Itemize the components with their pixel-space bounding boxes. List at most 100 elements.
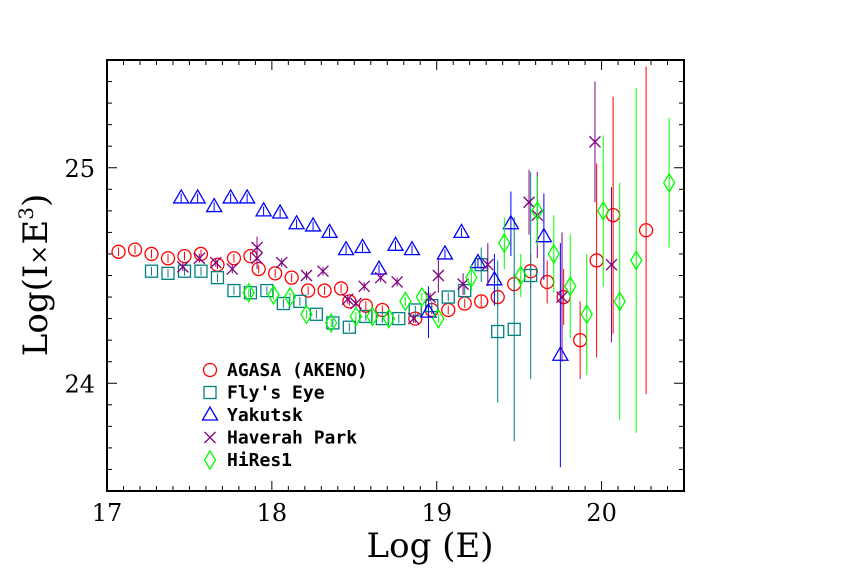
data-point [324, 312, 338, 334]
data-point [662, 172, 676, 194]
data-point [210, 271, 225, 285]
data-point [638, 223, 654, 238]
data-point [382, 308, 396, 329]
data-point [189, 188, 207, 204]
data-point [242, 282, 256, 303]
series-circle [111, 66, 654, 395]
data-point [349, 297, 362, 310]
tick-labels: 17 18 19 20 24 25 [64, 155, 616, 527]
legend-marker [201, 405, 219, 421]
data-point [276, 296, 291, 311]
data-point [491, 324, 505, 339]
data-point [333, 281, 349, 296]
data-point [596, 200, 610, 222]
data-point [309, 307, 324, 321]
data-point [349, 306, 363, 327]
data-point [160, 251, 176, 266]
x-axis-title: Log (E) [367, 526, 494, 566]
data-point [531, 200, 544, 222]
x-tick-label: 17 [92, 499, 123, 527]
legend-marker [202, 362, 218, 378]
data-point [358, 280, 371, 293]
data-point [436, 244, 454, 260]
data-point [226, 251, 242, 266]
data-point [507, 322, 521, 337]
data-point [271, 203, 289, 219]
chart-marks [111, 66, 676, 468]
data-point [403, 240, 421, 256]
data-point [366, 306, 379, 327]
data-point [474, 294, 489, 309]
data-point [523, 196, 535, 209]
data-point [535, 227, 553, 243]
data-point [432, 308, 445, 329]
legend-marker [203, 449, 217, 471]
data-point [425, 299, 439, 313]
data-point [144, 246, 159, 262]
data-point [605, 258, 618, 271]
data-point [226, 263, 239, 275]
data-point [391, 276, 404, 288]
data-point [441, 290, 455, 304]
plot-frame [106, 59, 685, 492]
data-point [161, 266, 175, 280]
data-point [514, 265, 528, 286]
legend-label: Yakutsk [227, 405, 303, 426]
data-point [260, 283, 274, 298]
data-point [193, 252, 206, 265]
data-point [177, 248, 192, 264]
legend-label: AGASA (AKENO) [227, 360, 368, 381]
x-tick-label: 18 [257, 499, 288, 527]
data-point [498, 232, 511, 254]
data-point [452, 223, 471, 239]
data-point [374, 271, 387, 284]
data-point [407, 312, 420, 325]
data-point [392, 311, 406, 326]
data-point [408, 303, 422, 317]
data-point [227, 283, 241, 298]
data-point [320, 223, 339, 239]
y-tick-label: 25 [64, 155, 95, 183]
data-point [172, 188, 190, 204]
data-point [287, 214, 306, 230]
data-point [268, 266, 283, 281]
data-point [424, 291, 437, 304]
data-point [251, 252, 263, 265]
data-point [144, 264, 159, 278]
y-axis-title-times: × [25, 245, 53, 265]
data-point [469, 253, 487, 269]
x-tick-label: 19 [421, 499, 452, 527]
y-axis-title-post: ) [16, 194, 56, 207]
data-point [399, 291, 412, 312]
data-point [275, 256, 288, 269]
data-point [238, 188, 256, 204]
data-point [283, 286, 297, 308]
data-point [458, 283, 472, 298]
data-point [254, 201, 273, 217]
data-point [353, 238, 372, 254]
data-point [547, 243, 561, 265]
data-point [589, 135, 601, 148]
data-point [222, 188, 240, 204]
data-point [502, 214, 520, 230]
legend-label: HiRes1 [227, 450, 292, 471]
data-point [293, 294, 307, 309]
data-point [284, 270, 299, 285]
svg-text:Log(I×E3): Log(I×E3) [14, 194, 56, 356]
legend-label: Fly's Eye [227, 383, 325, 404]
data-point [300, 304, 313, 325]
data-point [111, 244, 126, 259]
y-axis-title-exp: 3 [14, 207, 38, 220]
data-point [432, 269, 445, 282]
data-point [337, 240, 355, 256]
data-point [251, 261, 266, 277]
series-x [176, 81, 618, 362]
data-point [359, 309, 373, 324]
data-point [176, 260, 189, 273]
data-point [300, 269, 313, 282]
data-point [194, 264, 208, 278]
data-point [563, 276, 577, 297]
data-point [267, 284, 280, 306]
